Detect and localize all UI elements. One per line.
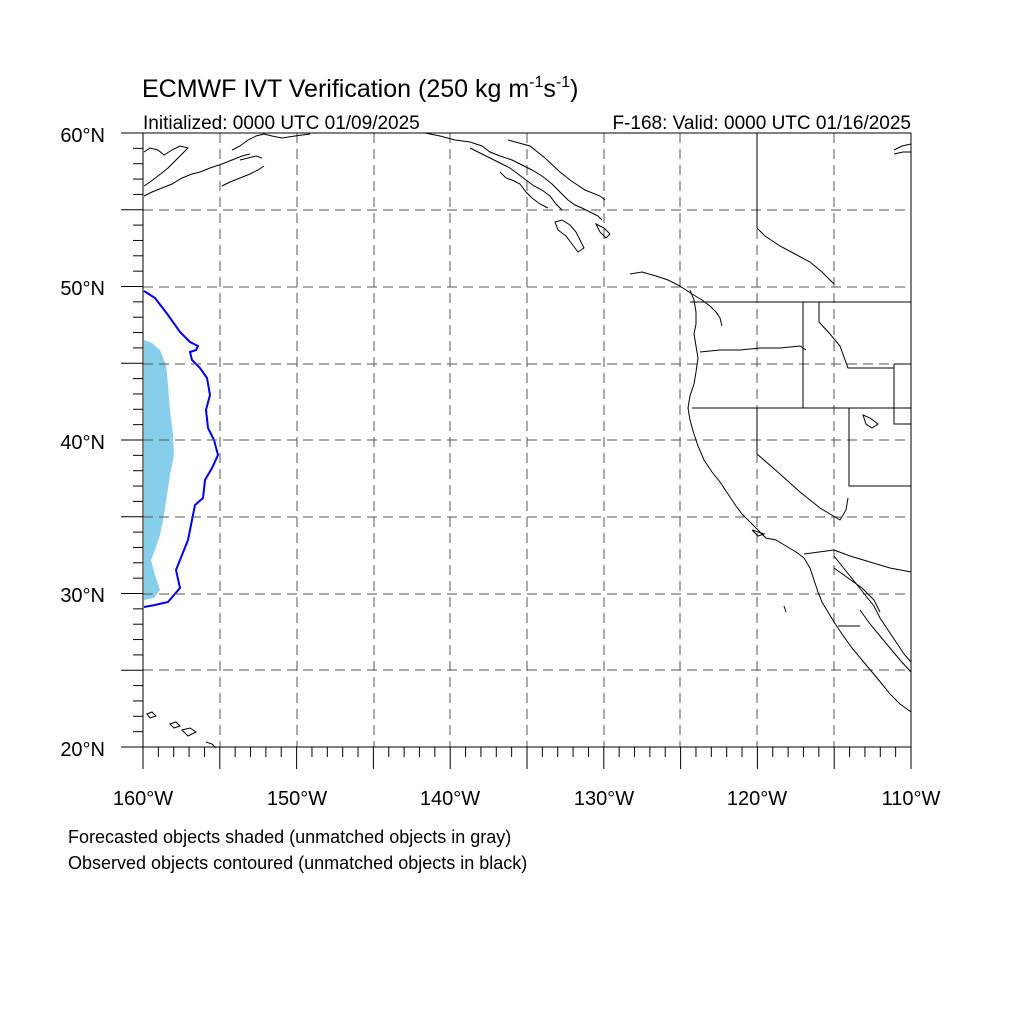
lat-label-30: 30°N: [60, 585, 105, 607]
lat-label-20: 20°N: [60, 739, 105, 761]
lat-lon-grid: [143, 133, 911, 747]
coastline: [143, 132, 912, 749]
forecast-object-shaded: [144, 340, 174, 600]
lon-label-140w: 140°W: [420, 788, 480, 810]
longitude-labels: 160°W 150°W 140°W 130°W 120°W 110°W: [113, 788, 941, 810]
legend-forecast-note: Forecasted objects shaded (unmatched obj…: [68, 827, 512, 847]
political-boundaries: [690, 301, 912, 627]
lat-label-50: 50°N: [60, 278, 105, 300]
lat-label-40: 40°N: [60, 432, 105, 454]
lon-label-110w: 110°W: [882, 788, 941, 810]
lon-label-130w: 130°W: [574, 788, 634, 810]
observed-object-contour: [143, 290, 220, 608]
legend-observed-note: Observed objects contoured (unmatched ob…: [68, 853, 528, 873]
lon-label-160w: 160°W: [113, 788, 173, 810]
lon-label-150w: 150°W: [267, 788, 327, 810]
lon-label-120w: 120°W: [727, 788, 787, 810]
valid-label: F-168: Valid: 0000 UTC 01/16/2025: [612, 113, 911, 134]
latitude-labels: 60°N 50°N 40°N 30°N 20°N: [60, 125, 105, 761]
initialized-label: Initialized: 0000 UTC 01/09/2025: [143, 113, 420, 134]
axis-ticks: [121, 132, 912, 769]
map-title: ECMWF IVT Verification (250 kg m-1s-1): [142, 74, 578, 103]
lat-label-60: 60°N: [60, 125, 105, 147]
